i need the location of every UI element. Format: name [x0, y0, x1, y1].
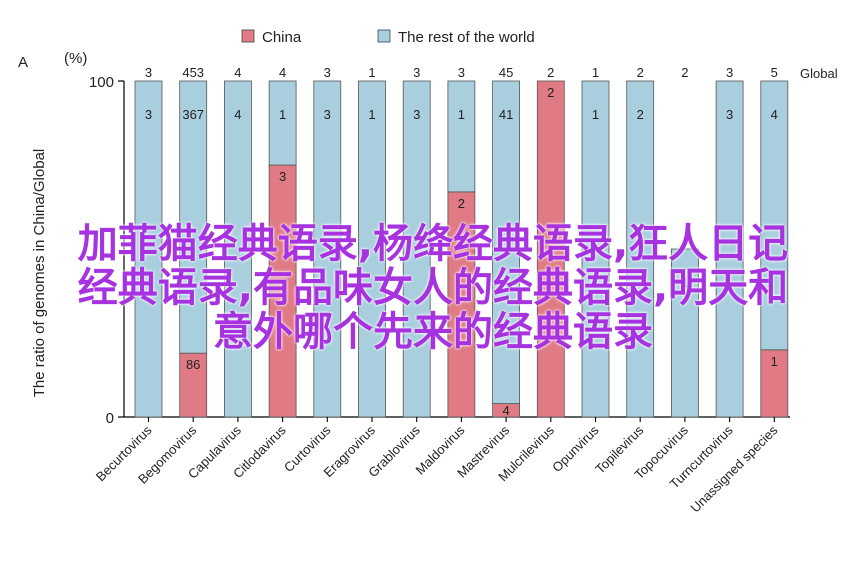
global-count-0: 3: [145, 65, 152, 80]
bar-china-7: [447, 191, 476, 418]
global-count-8: 45: [499, 65, 513, 80]
bar-china-14: [760, 349, 789, 418]
bar-rest-13: [715, 80, 744, 418]
bar-rest-11: [626, 80, 655, 418]
global-count-10: 1: [592, 65, 599, 80]
bar-rest-14: [760, 80, 789, 351]
legend-swatch-china: [241, 29, 255, 43]
china-count-14: 1: [771, 354, 778, 369]
global-count-4: 3: [324, 65, 331, 80]
bar-rest-6: [402, 80, 431, 418]
y-tick-label-0: 0: [106, 410, 114, 427]
rest-count-2: 4: [234, 107, 241, 122]
bar-rest-4: [313, 80, 342, 418]
legend-label-rest-of-world: The rest of the world: [398, 29, 535, 46]
panel-label: A: [18, 54, 28, 71]
global-count-13: 3: [726, 65, 733, 80]
rest-count-12: 1: [681, 275, 688, 290]
bar-rest-10: [581, 80, 610, 418]
y-axis-unit: (%): [64, 50, 87, 67]
rest-count-8: 41: [499, 107, 513, 122]
global-count-14: 5: [771, 65, 778, 80]
rest-count-13: 3: [726, 107, 733, 122]
global-count-1: 453: [182, 65, 204, 80]
y-tick-label-100: 100: [89, 74, 114, 91]
global-count-7: 3: [458, 65, 465, 80]
x-tick-label-14: Unassigned species: [688, 422, 781, 515]
rest-count-14: 4: [771, 107, 778, 122]
bars-group: 33Becurtovirus45336786Begomovirus44Capul…: [93, 65, 789, 515]
legend-swatch-rest-of-world: [377, 29, 391, 43]
rest-count-0: 3: [145, 107, 152, 122]
legend-label-china: China: [262, 29, 302, 46]
global-row-label: Global: [800, 66, 838, 81]
rest-count-3: 1: [279, 107, 286, 122]
global-count-9: 2: [547, 65, 554, 80]
bar-china-3: [268, 164, 297, 418]
global-count-5: 1: [368, 65, 375, 80]
bar-rest-7: [447, 80, 476, 193]
china-count-1: 86: [186, 357, 200, 372]
bar-rest-5: [358, 80, 386, 418]
bar-rest-8: [492, 80, 521, 404]
y-axis-title: The ratio of genomes in China/Global: [31, 149, 48, 397]
global-count-12: 2: [681, 65, 688, 80]
global-count-11: 2: [637, 65, 644, 80]
china-count-7: 2: [458, 196, 465, 211]
rest-count-6: 3: [413, 107, 420, 122]
global-count-6: 3: [413, 65, 420, 80]
bar-china-1: [179, 352, 208, 418]
bar-rest-1: [179, 80, 208, 354]
global-count-2: 4: [234, 65, 241, 80]
bar-china-9: [536, 80, 565, 418]
rest-count-11: 2: [637, 107, 644, 122]
global-count-3: 4: [279, 65, 286, 80]
bar-rest-0: [134, 80, 163, 418]
rest-count-10: 1: [592, 107, 599, 122]
rest-count-4: 3: [324, 107, 331, 122]
china-count-3: 3: [279, 169, 286, 184]
bar-rest-12: [671, 248, 699, 418]
rest-count-5: 1: [368, 107, 375, 122]
china-count-8: 4: [502, 403, 509, 418]
bar-rest-3: [268, 80, 297, 166]
rest-count-7: 1: [458, 107, 465, 122]
bar-rest-2: [223, 80, 252, 418]
rest-count-1: 367: [182, 107, 204, 122]
china-count-9: 2: [547, 85, 554, 100]
legend: China The rest of the world: [241, 29, 535, 46]
